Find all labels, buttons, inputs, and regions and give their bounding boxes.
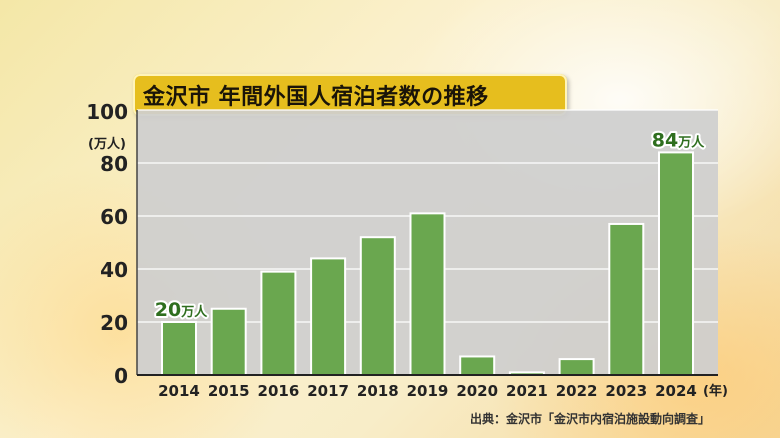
y-tick-label: 100 [86,100,128,124]
source-note: 出典：金沢市「金沢市内宿泊施設動向調査」 [470,412,711,426]
x-tick-label: 2016 [258,382,300,400]
data-label-2014: 20万人 [155,299,208,321]
bar-2015 [210,307,247,376]
bar-2016 [260,270,297,376]
x-tick-label: 2018 [357,382,399,400]
y-tick-label: 80 [100,152,128,176]
data-label-number: 20 [155,299,181,321]
y-tick-label: 0 [114,364,128,388]
x-tick-label: 2024 [655,382,697,400]
x-tick-label: 2023 [605,382,647,400]
x-tick-label: 2017 [307,382,349,400]
y-tick-label: 60 [100,205,128,229]
y-tick-label: 20 [100,311,128,335]
data-label-number: 84 [652,129,678,151]
chart-title: 金沢市 年間外国人宿泊者数の推移 [143,85,489,110]
bar-2018 [359,236,396,376]
x-tick-label: 2019 [407,382,449,400]
data-label-unit: 万人 [677,134,705,150]
y-ticks: 0 20 40 60 80 100 [86,100,128,388]
chart-title-box: 金沢市 年間外国人宿泊者数の推移 [133,74,567,116]
y-axis-unit: (万人) [88,136,126,152]
bar-2022 [558,358,595,377]
x-tick-label: 2015 [208,382,250,400]
data-label-unit: 万人 [180,304,208,320]
x-tick-label: 2022 [556,382,598,400]
x-axis-unit: (年) [703,383,728,399]
y-tick-label: 40 [100,258,128,282]
x-tick-label: 2014 [158,382,200,400]
bar-2024 [658,151,694,376]
bar-2020 [459,355,496,377]
data-label-2024: 84万人 [652,129,705,151]
x-tick-label: 2021 [506,382,548,400]
bar-2023 [608,222,645,376]
x-tick-label: 2020 [456,382,498,400]
bar-2014 [161,321,197,376]
x-ticks: 2014 2015 2016 2017 2018 2019 2020 2021 2022 2023… [158,382,697,400]
bar-2017 [310,257,347,376]
bars [161,151,694,377]
bar-2019 [409,212,446,376]
